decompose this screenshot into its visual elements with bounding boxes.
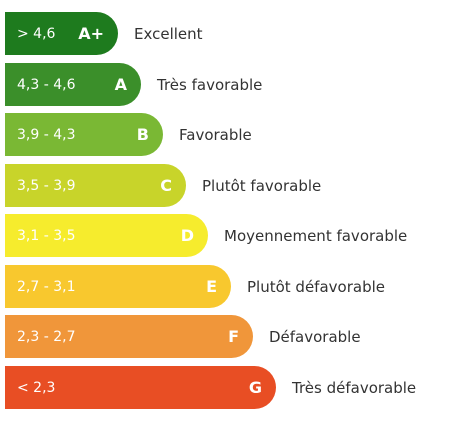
rating-bar-e: 2,7 - 3,1 E: [5, 265, 231, 308]
rating-grade: F: [228, 327, 239, 346]
rating-label: Plutôt défavorable: [247, 277, 385, 296]
rating-grade: C: [160, 176, 172, 195]
rating-row-a: 4,3 - 4,6 A Très favorable: [5, 63, 262, 106]
rating-row-g: < 2,3 G Très défavorable: [5, 366, 416, 409]
rating-range: < 2,3: [17, 379, 56, 396]
rating-range: 3,5 - 3,9: [17, 177, 76, 194]
rating-bar-c: 3,5 - 3,9 C: [5, 164, 186, 207]
rating-bar-g: < 2,3 G: [5, 366, 276, 409]
rating-bar-a: 4,3 - 4,6 A: [5, 63, 141, 106]
rating-range: > 4,6: [17, 25, 56, 42]
rating-label: Favorable: [179, 125, 252, 144]
rating-row-c: 3,5 - 3,9 C Plutôt favorable: [5, 164, 321, 207]
rating-label: Excellent: [134, 24, 203, 43]
rating-grade: G: [248, 378, 262, 397]
rating-range: 3,1 - 3,5: [17, 227, 76, 244]
rating-grade: D: [180, 226, 194, 245]
rating-bar-f: 2,3 - 2,7 F: [5, 315, 253, 358]
rating-bar-a-plus: > 4,6 A+: [5, 12, 118, 55]
rating-label: Défavorable: [269, 327, 361, 346]
rating-label: Très favorable: [157, 75, 263, 94]
rating-row-d: 3,1 - 3,5 D Moyennement favorable: [5, 214, 407, 257]
rating-row-f: 2,3 - 2,7 F Défavorable: [5, 315, 361, 358]
rating-range: 2,7 - 3,1: [17, 278, 76, 295]
rating-grade: B: [136, 125, 149, 144]
rating-bar-b: 3,9 - 4,3 B: [5, 113, 163, 156]
rating-label: Plutôt favorable: [202, 176, 322, 195]
rating-row-e: 2,7 - 3,1 E Plutôt défavorable: [5, 265, 385, 308]
rating-range: 3,9 - 4,3: [17, 126, 76, 143]
rating-range: 2,3 - 2,7: [17, 328, 76, 345]
rating-label: Moyennement favorable: [224, 226, 408, 245]
rating-label: Très défavorable: [292, 378, 417, 397]
rating-row-a-plus: > 4,6 A+ Excellent: [5, 12, 203, 55]
rating-range: 4,3 - 4,6: [17, 76, 76, 93]
rating-grade: A: [114, 75, 127, 94]
rating-bar-d: 3,1 - 3,5 D: [5, 214, 208, 257]
rating-grade: A+: [78, 24, 104, 43]
rating-row-b: 3,9 - 4,3 B Favorable: [5, 113, 252, 156]
rating-grade: E: [206, 277, 217, 296]
